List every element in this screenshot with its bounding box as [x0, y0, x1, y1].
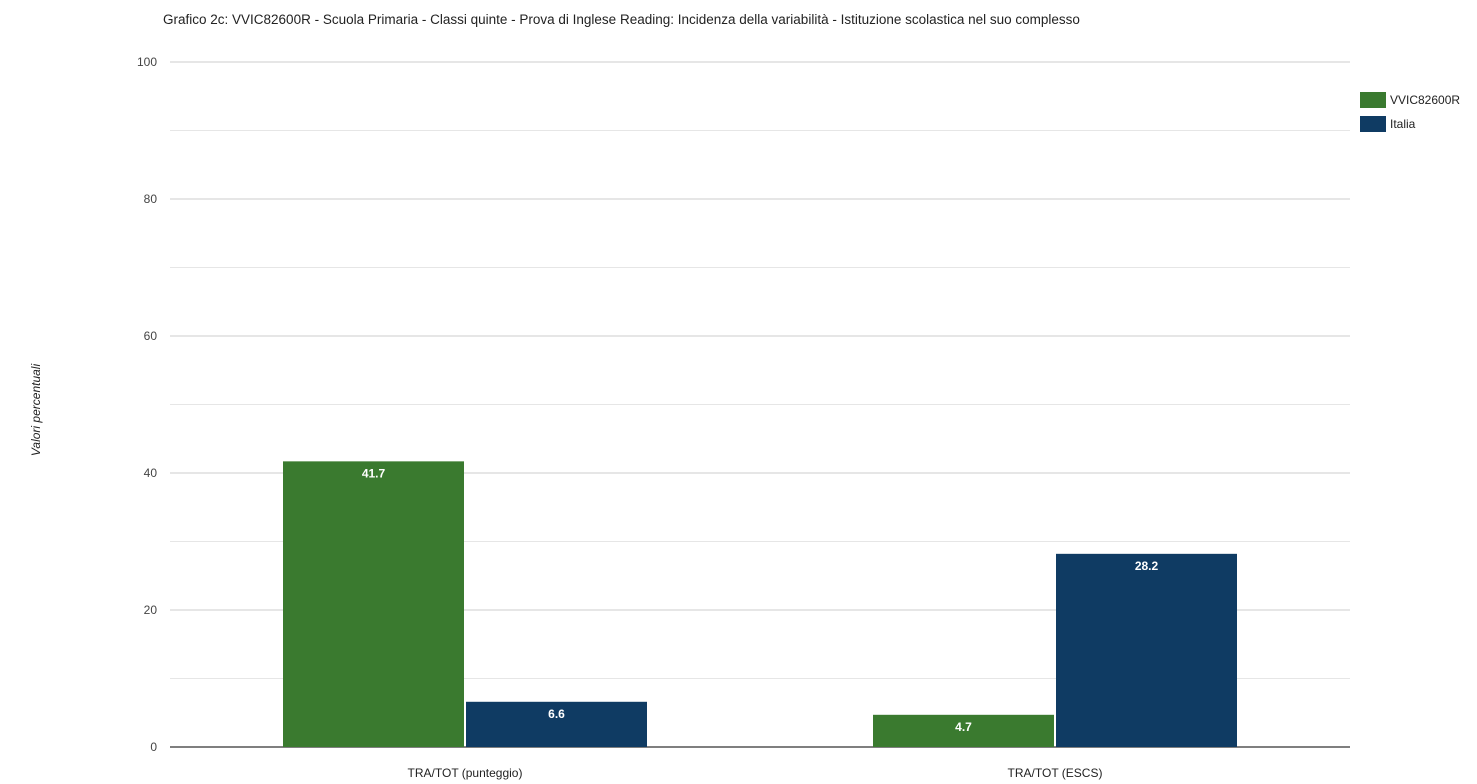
chart-title: Grafico 2c: VVIC82600R - Scuola Primaria…	[163, 12, 1080, 27]
legend-item-italia: Italia	[1360, 114, 1460, 134]
x-category-label: TRA/TOT (punteggio)	[408, 766, 523, 780]
legend-label-italia: Italia	[1390, 117, 1416, 131]
data-label-vvic82600r-2: 4.7	[955, 720, 972, 734]
y-tick-label: 0	[150, 740, 157, 754]
y-tick-label: 60	[144, 329, 158, 343]
legend-label-vvic82600r: VVIC82600R	[1390, 93, 1461, 107]
y-axis-label: Valori percentuali	[29, 364, 43, 457]
bar-vvic82600r-1	[283, 461, 464, 747]
data-label-italia-1: 6.6	[548, 707, 565, 721]
bars	[283, 461, 1237, 747]
x-category-label: TRA/TOT (ESCS)	[1008, 766, 1103, 780]
data-label-italia-2: 28.2	[1135, 559, 1159, 573]
legend: VVIC82600R Italia	[1360, 90, 1460, 138]
bar-italia-2	[1056, 553, 1237, 747]
legend-item-vvic82600r: VVIC82600R	[1360, 90, 1460, 110]
labels: 0 20 40 60 80 100 41.7 6.6 TRA/TOT (punteggio) 4.…	[137, 55, 1159, 780]
bar-italia-1	[466, 701, 647, 747]
y-tick-label: 80	[144, 192, 158, 206]
legend-swatch-vvic82600r	[1360, 92, 1386, 108]
y-tick-label: 40	[144, 466, 158, 480]
data-label-vvic82600r-1: 41.7	[362, 466, 386, 480]
bar-vvic82600r-2	[873, 714, 1054, 747]
y-tick-label: 20	[144, 603, 158, 617]
y-tick-label: 100	[137, 55, 157, 69]
legend-swatch-italia	[1360, 116, 1386, 132]
